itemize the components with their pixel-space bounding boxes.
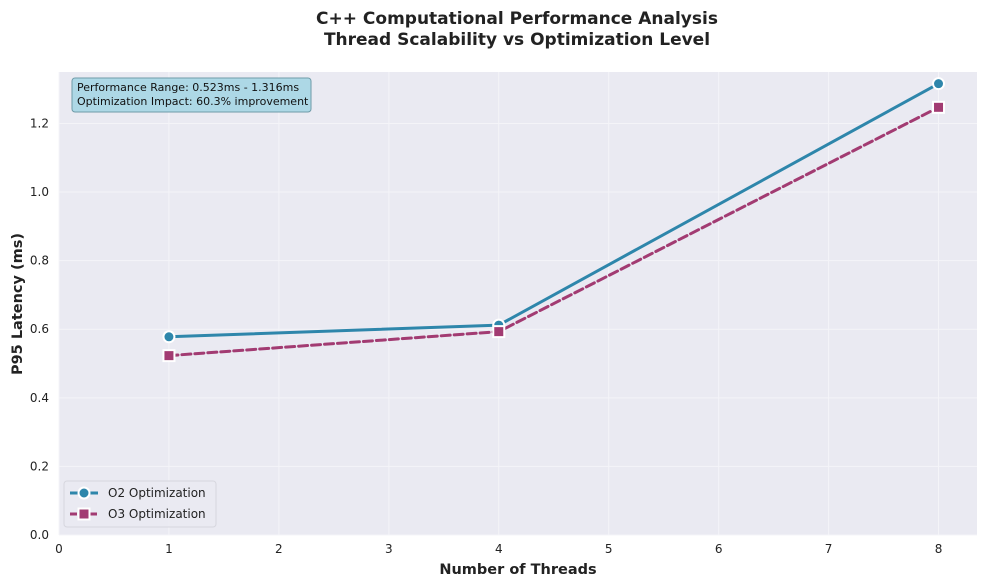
annotation-box: Performance Range: 0.523ms - 1.316ms Opt…	[71, 77, 312, 113]
legend-marker	[77, 486, 91, 500]
y-axis-label: P95 Latency (ms)	[10, 233, 26, 375]
data-point	[932, 100, 946, 114]
legend-item: O2 Optimization	[70, 486, 206, 500]
y-tick-label: 0.8	[30, 254, 49, 268]
y-tick-label: 1.0	[30, 185, 49, 199]
legend-item: O3 Optimization	[70, 507, 206, 521]
y-tick-label: 0.6	[30, 322, 49, 336]
x-tick-label: 7	[825, 542, 833, 556]
data-point	[162, 330, 176, 344]
y-tick-label: 0.0	[30, 528, 49, 542]
y-tick-label: 0.2	[30, 459, 49, 473]
y-tick-label: 0.4	[30, 391, 49, 405]
legend: O2 Optimization O3 Optimization	[63, 480, 217, 528]
annotation-line-1: Performance Range: 0.523ms - 1.316ms	[77, 81, 299, 94]
x-axis-label: Number of Threads	[439, 562, 596, 578]
legend-label: O3 Optimization	[108, 507, 206, 521]
data-point	[492, 325, 506, 339]
x-tick-label: 2	[275, 542, 283, 556]
x-tick-label: 6	[715, 542, 723, 556]
series-2	[162, 100, 946, 363]
x-tick-label: 8	[935, 542, 943, 556]
series-layer	[162, 77, 946, 363]
x-tick-label: 3	[385, 542, 393, 556]
plot-area	[59, 72, 977, 535]
y-tick-label: 1.2	[30, 116, 49, 130]
data-point	[932, 77, 946, 91]
chart-title-line-1: C++ Computational Performance Analysis	[316, 9, 718, 29]
x-tick-label: 5	[605, 542, 613, 556]
x-tick-label: 1	[165, 542, 173, 556]
annotation-background	[71, 77, 312, 113]
tick-labels: 0 1 2 3 4 5 6 7 8 0.0 0.2 0.4 0.6 0.8 1.0 1.2	[30, 116, 942, 556]
legend-box	[63, 480, 217, 528]
chart-title-line-2: Thread Scalability vs Optimization Level	[324, 30, 710, 50]
annotation-line-2: Optimization Impact: 60.3% improvement	[77, 95, 309, 108]
grid	[58, 72, 977, 536]
x-tick-label: 0	[55, 542, 63, 556]
legend-label: O2 Optimization	[108, 486, 206, 500]
data-point	[162, 349, 176, 363]
x-tick-label: 4	[495, 542, 503, 556]
legend-marker	[77, 507, 91, 521]
